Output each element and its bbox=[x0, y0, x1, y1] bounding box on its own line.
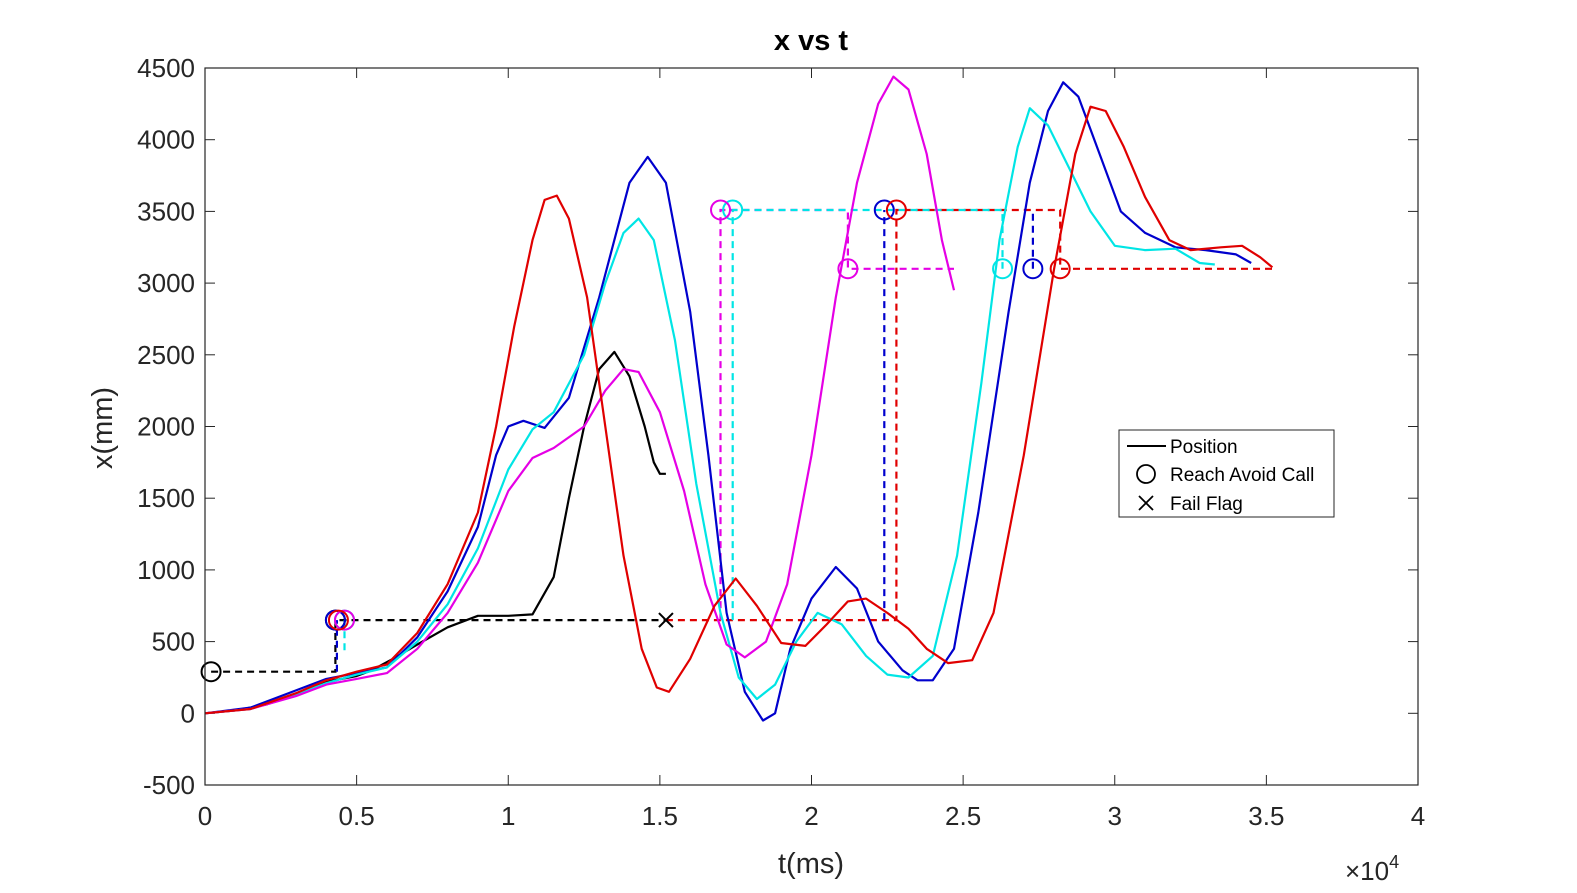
x-tick-label: 3 bbox=[1108, 801, 1122, 831]
x-tick-label: 1.5 bbox=[642, 801, 678, 831]
legend: Position Reach Avoid Call Fail Flag bbox=[1118, 429, 1335, 518]
reach-avoid-call-marker bbox=[992, 258, 1014, 280]
reach-avoid-call-marker bbox=[327, 609, 349, 631]
plot-frame bbox=[204, 67, 1419, 786]
series-line-red bbox=[204, 105, 1274, 715]
reach-avoid-call-marker bbox=[1022, 258, 1044, 280]
series-lines bbox=[204, 75, 1274, 722]
y-axis-label: x(mm) bbox=[87, 387, 119, 469]
reach-avoid-call-marker bbox=[1049, 258, 1071, 280]
plot-area bbox=[205, 68, 1418, 785]
y-tick-label: 3000 bbox=[137, 268, 195, 298]
y-tick-label: 3500 bbox=[137, 196, 195, 226]
x-tick-label: 1 bbox=[501, 801, 515, 831]
y-tick-label: 1500 bbox=[137, 483, 195, 513]
dashed-guide bbox=[211, 618, 666, 673]
x-multiplier-base: ×10 bbox=[1345, 856, 1389, 886]
x-multiplier-exp: 4 bbox=[1389, 852, 1399, 872]
reach-avoid-call-marker bbox=[837, 258, 859, 280]
legend-label-fail-flag: Fail Flag bbox=[1170, 494, 1243, 515]
legend-label-position: Position bbox=[1170, 437, 1238, 458]
reach-avoid-call-marker bbox=[710, 199, 732, 221]
y-tick-label: 2000 bbox=[137, 412, 195, 442]
y-tick-label: -500 bbox=[143, 770, 195, 800]
series-markers bbox=[200, 199, 1071, 683]
reach-avoid-call-marker bbox=[873, 199, 895, 221]
y-tick-label: 500 bbox=[152, 627, 195, 657]
x-tick-label: 2.5 bbox=[945, 801, 981, 831]
chart-title: x vs t bbox=[774, 25, 848, 57]
legend-label-reach-avoid-call: Reach Avoid Call bbox=[1170, 465, 1314, 486]
dashed-guide bbox=[665, 208, 1273, 622]
dashed-guides bbox=[211, 208, 1273, 673]
dashed-guide bbox=[731, 208, 1004, 621]
y-tick-label: 2500 bbox=[137, 340, 195, 370]
y-tick-label: 0 bbox=[181, 698, 195, 728]
series-line-cyan bbox=[204, 107, 1215, 715]
fail-flag-marker bbox=[658, 612, 674, 628]
reach-avoid-call-marker bbox=[200, 661, 222, 683]
reach-avoid-call-marker bbox=[722, 199, 744, 221]
x-tick-label: 0 bbox=[198, 801, 212, 831]
x-axis-multiplier: ×104 bbox=[1345, 852, 1399, 886]
reach-avoid-call-marker bbox=[333, 609, 355, 631]
series-line-magenta bbox=[204, 75, 956, 715]
tick-labels: 0 0.5 1 1.5 2 2.5 3 3.5 4-5000500100015002000250… bbox=[137, 53, 1425, 831]
x-tick-label: 4 bbox=[1411, 801, 1425, 831]
legend-circle-swatch bbox=[1136, 464, 1156, 484]
x-tick-label: 3.5 bbox=[1248, 801, 1284, 831]
x-tick-label: 0.5 bbox=[339, 801, 375, 831]
series-line-blue bbox=[204, 81, 1252, 722]
x-tick-label: 2 bbox=[804, 801, 818, 831]
legend-cross-swatch bbox=[1138, 495, 1154, 511]
y-tick-label: 4500 bbox=[137, 53, 195, 83]
y-tick-label: 1000 bbox=[137, 555, 195, 585]
x-axis-label: t(ms) bbox=[778, 848, 844, 880]
y-tick-label: 4000 bbox=[137, 125, 195, 155]
reach-avoid-call-marker bbox=[885, 199, 907, 221]
